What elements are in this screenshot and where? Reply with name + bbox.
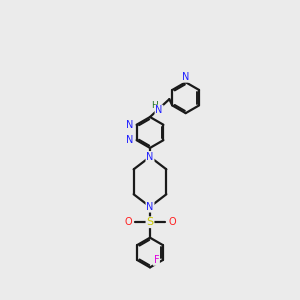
- Text: N: N: [146, 152, 154, 162]
- Text: N: N: [126, 120, 134, 130]
- Text: S: S: [146, 217, 154, 227]
- Text: N: N: [126, 135, 134, 145]
- Text: N: N: [155, 106, 163, 116]
- Text: O: O: [124, 217, 132, 227]
- Text: H: H: [151, 100, 158, 109]
- Text: O: O: [168, 217, 176, 227]
- Text: N: N: [146, 202, 154, 212]
- Text: N: N: [182, 72, 189, 82]
- Text: F: F: [154, 255, 159, 265]
